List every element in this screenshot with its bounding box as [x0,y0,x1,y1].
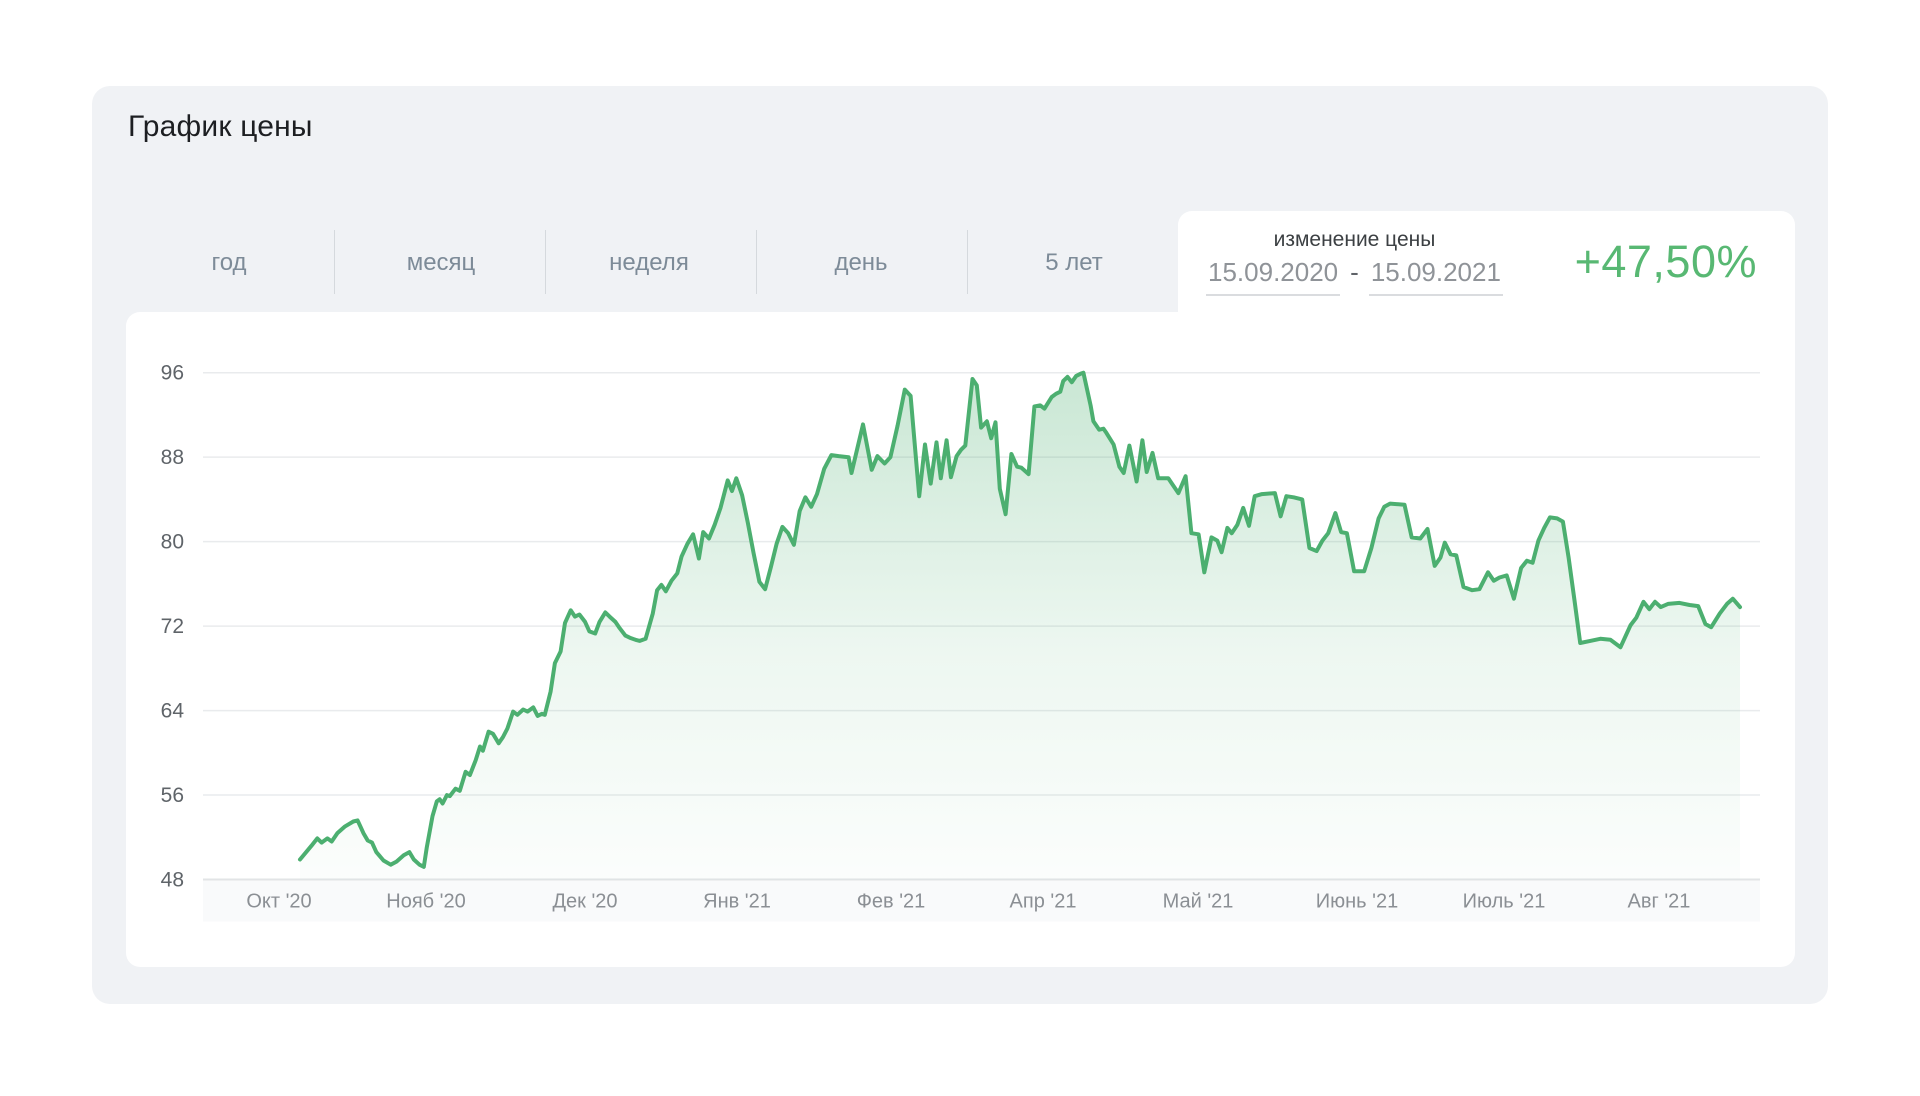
y-axis-label: 88 [161,446,184,469]
x-axis-label: Май '21 [1163,891,1234,913]
tab-week[interactable]: неделя [589,238,709,288]
x-axis-band [203,879,1760,922]
y-axis-label: 72 [161,615,184,638]
date-to-field[interactable]: 15.09.2021 [1368,257,1503,296]
price-area-fill [300,372,1740,880]
x-axis-label: Апр '21 [1010,891,1077,913]
tab-month[interactable]: месяц [387,238,496,288]
x-axis-label: Нояб '20 [386,891,465,913]
y-axis-label: 64 [161,700,185,723]
x-axis-label: Авг '21 [1628,891,1691,913]
y-axis-label: 48 [161,869,184,892]
tab-separator [967,230,968,294]
price-change-panel: изменение цены 15.09.2020 - 15.09.2021 +… [1178,211,1795,312]
tab-separator [756,230,757,294]
y-axis-label: 96 [161,362,184,385]
tab-day[interactable]: день [814,238,907,288]
chart-panel: 96 88 80 72 64 56 48 Окт '20 Нояб '20 Дек '20 Янв … [126,312,1795,967]
tab-5years[interactable]: 5 лет [1025,238,1123,288]
x-axis-label: Янв '21 [703,891,771,913]
y-axis-label: 56 [161,784,184,807]
x-axis-label: Окт '20 [246,891,311,913]
price-change-percent: +47,50% [1574,235,1757,287]
x-axis-label: Фев '21 [857,891,926,913]
page-title: График цены [128,110,313,143]
price-chart-svg[interactable]: 96 88 80 72 64 56 48 Окт '20 Нояб '20 Дек '20 Янв … [126,312,1795,967]
x-axis-label: Июнь '21 [1316,891,1398,913]
price-chart-card: График цены год месяц неделя день 5 лет … [92,86,1828,1004]
date-range-dash: - [1350,256,1359,287]
tab-separator [545,230,546,294]
tab-separator [334,230,335,294]
x-axis-label: Июль '21 [1463,891,1546,913]
date-from-field[interactable]: 15.09.2020 [1206,257,1341,296]
price-change-label: изменение цены [1273,227,1436,251]
x-axis-label: Дек '20 [552,891,617,913]
price-line[interactable] [298,370,1742,869]
tab-year[interactable]: год [191,238,266,288]
y-axis-label: 80 [161,531,184,554]
